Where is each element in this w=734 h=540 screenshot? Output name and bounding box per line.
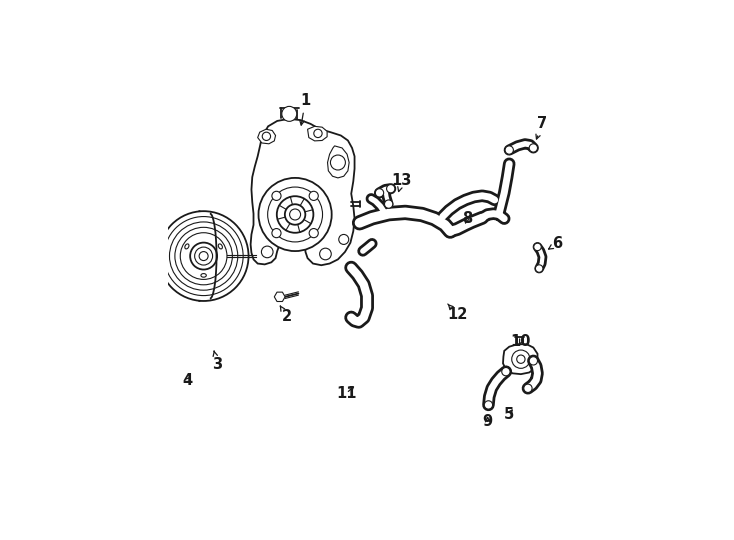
Polygon shape — [275, 292, 285, 301]
Text: 2: 2 — [280, 306, 292, 324]
Text: 6: 6 — [548, 236, 562, 251]
Circle shape — [330, 155, 346, 170]
Circle shape — [517, 355, 525, 363]
Circle shape — [170, 222, 238, 290]
Circle shape — [159, 211, 249, 301]
Circle shape — [268, 187, 322, 242]
Circle shape — [535, 265, 543, 272]
Text: 8: 8 — [462, 211, 472, 226]
Text: 12: 12 — [447, 304, 468, 322]
Circle shape — [309, 191, 319, 200]
Circle shape — [262, 132, 271, 140]
Circle shape — [309, 228, 319, 238]
Circle shape — [339, 234, 349, 245]
Circle shape — [314, 129, 322, 138]
Circle shape — [534, 243, 541, 251]
Ellipse shape — [185, 244, 189, 249]
Circle shape — [195, 247, 213, 265]
Circle shape — [199, 252, 208, 261]
Text: 13: 13 — [392, 173, 413, 192]
Text: 4: 4 — [182, 373, 192, 388]
Text: 7: 7 — [536, 116, 548, 139]
Circle shape — [261, 246, 273, 258]
Circle shape — [175, 227, 233, 285]
Circle shape — [505, 146, 513, 154]
Circle shape — [272, 191, 281, 200]
Circle shape — [258, 178, 332, 251]
Circle shape — [277, 196, 313, 233]
Text: 5: 5 — [504, 407, 515, 422]
Circle shape — [190, 242, 217, 269]
Text: 1: 1 — [299, 93, 310, 125]
Polygon shape — [503, 344, 537, 374]
Circle shape — [282, 106, 297, 122]
Ellipse shape — [201, 274, 206, 277]
Polygon shape — [327, 146, 349, 178]
Circle shape — [272, 228, 281, 238]
Ellipse shape — [218, 244, 222, 249]
Polygon shape — [250, 119, 355, 265]
Text: 9: 9 — [482, 414, 493, 429]
Circle shape — [387, 185, 395, 193]
Text: 11: 11 — [336, 386, 357, 401]
Circle shape — [164, 217, 243, 295]
Circle shape — [524, 384, 532, 393]
Circle shape — [484, 401, 493, 409]
Circle shape — [512, 350, 530, 368]
Circle shape — [375, 188, 384, 197]
Circle shape — [285, 204, 305, 225]
Circle shape — [502, 368, 510, 376]
Circle shape — [181, 233, 227, 279]
Text: 10: 10 — [511, 334, 531, 349]
Polygon shape — [308, 126, 327, 141]
Polygon shape — [258, 129, 275, 144]
Circle shape — [319, 248, 331, 260]
Circle shape — [290, 209, 301, 220]
Text: 3: 3 — [212, 351, 222, 372]
Circle shape — [385, 200, 393, 208]
Circle shape — [529, 144, 537, 152]
Circle shape — [529, 357, 537, 365]
